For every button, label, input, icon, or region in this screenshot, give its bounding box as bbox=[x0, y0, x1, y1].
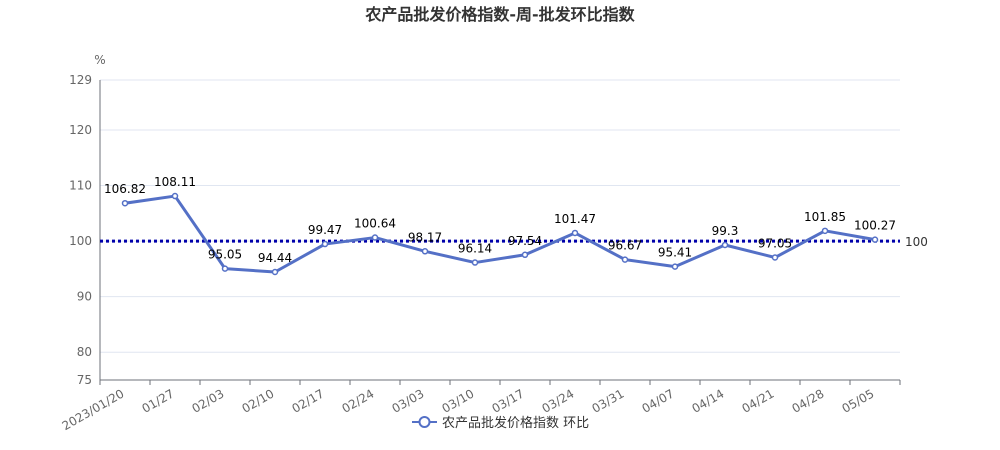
data-label: 100.64 bbox=[354, 217, 396, 231]
x-tick-label: 02/17 bbox=[290, 386, 327, 415]
x-tick-label: 02/03 bbox=[190, 386, 227, 415]
data-label: 101.85 bbox=[804, 210, 846, 224]
data-point bbox=[671, 263, 679, 270]
data-point bbox=[571, 229, 579, 237]
x-tick-label: 04/21 bbox=[740, 386, 777, 415]
data-point bbox=[321, 240, 329, 248]
data-label: 99.47 bbox=[308, 223, 342, 237]
data-point bbox=[371, 234, 379, 241]
data-label: 95.41 bbox=[658, 246, 692, 260]
data-point bbox=[871, 236, 879, 243]
x-tick-label: 02/24 bbox=[340, 386, 377, 415]
x-tick-label: 2023/01/20 bbox=[60, 386, 127, 433]
data-label: 106.82 bbox=[104, 182, 146, 196]
y-tick-label: 100 bbox=[69, 234, 92, 248]
series-group bbox=[121, 192, 879, 276]
reference-line-label: 100 bbox=[905, 235, 928, 249]
x-tick-label: 03/10 bbox=[440, 386, 477, 415]
data-point bbox=[171, 192, 179, 200]
data-point bbox=[221, 265, 229, 272]
data-label: 98.17 bbox=[408, 230, 442, 244]
x-tick-label: 04/28 bbox=[790, 386, 827, 415]
data-label: 96.14 bbox=[458, 242, 492, 256]
y-tick-label: 80 bbox=[77, 345, 92, 359]
y-tick-label: 90 bbox=[77, 290, 92, 304]
x-tick-label: 02/10 bbox=[240, 386, 277, 415]
y-tick-label: 75 bbox=[77, 373, 92, 387]
y-tick-label: 120 bbox=[69, 123, 92, 137]
data-point bbox=[421, 248, 429, 255]
x-tick-label: 01/27 bbox=[140, 386, 177, 415]
x-tick-label: 03/03 bbox=[390, 386, 427, 415]
data-label: 108.11 bbox=[154, 175, 196, 189]
y-axis-unit-label: % bbox=[94, 53, 105, 67]
data-label: 97.05 bbox=[758, 237, 792, 251]
data-labels: 106.82 108.11 95.05 94.44 99.47 100.64 98.17 96… bbox=[104, 175, 896, 265]
data-point bbox=[521, 251, 529, 259]
x-tick-label: 03/17 bbox=[490, 386, 527, 415]
data-point bbox=[771, 254, 779, 261]
data-point bbox=[821, 227, 829, 235]
legend-marker-circle bbox=[418, 416, 431, 428]
y-tick-label: 110 bbox=[69, 179, 92, 193]
x-tick-label: 03/31 bbox=[590, 386, 627, 415]
legend[interactable]: 农产品批发价格指数 环比 bbox=[412, 415, 589, 431]
y-tick-label: 129 bbox=[69, 73, 92, 87]
series-line bbox=[124, 194, 876, 274]
data-label: 99.3 bbox=[712, 224, 739, 238]
data-label: 101.47 bbox=[554, 212, 596, 226]
data-label: 94.44 bbox=[258, 251, 292, 265]
data-point bbox=[721, 241, 729, 249]
legend-label: 农产品批发价格指数 环比 bbox=[442, 415, 589, 431]
data-point bbox=[621, 256, 629, 263]
x-tick-label: 04/07 bbox=[640, 386, 677, 415]
data-label: 95.05 bbox=[208, 248, 242, 262]
data-point bbox=[121, 199, 129, 207]
grid-lines bbox=[100, 79, 900, 353]
reference-line-group: 100 bbox=[100, 235, 928, 249]
data-point bbox=[271, 268, 279, 276]
data-label: 96.67 bbox=[608, 239, 642, 253]
data-label: 97.54 bbox=[508, 234, 542, 248]
chart-title: 农产品批发价格指数-周-批发环比指数 bbox=[364, 5, 635, 24]
data-point bbox=[471, 259, 479, 266]
x-tick-label: 04/14 bbox=[690, 386, 727, 415]
x-tick-label: 05/05 bbox=[840, 386, 877, 415]
x-tick-label: 03/24 bbox=[540, 386, 577, 415]
data-label: 100.27 bbox=[854, 219, 896, 233]
